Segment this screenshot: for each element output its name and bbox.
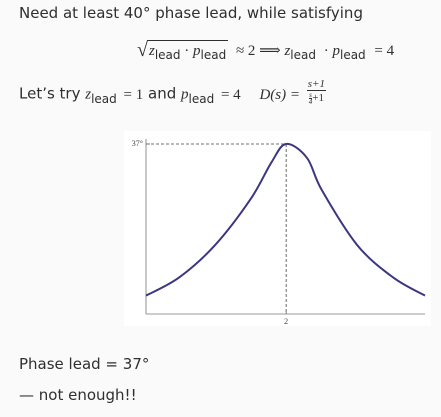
transfer-function-fraction: s+1 s 4 +1 [306,78,326,106]
y-tick-label: 37° [132,139,143,148]
conclusion-text: — not enough!! [19,386,137,404]
intro-text: Need at least 40° phase lead, while sati… [19,4,363,22]
x-tick-label: 2 [284,317,288,326]
phase-chart-svg: 37° 2 [132,139,426,326]
trial-line: Let’s try zlead = 1 and plead = 4 D(s) =… [19,78,326,106]
constraint-equation: √zlead · plead ≈ 2 ⟹ zlead · plead = 4 [137,39,395,62]
sqrt-symbol: √ [137,39,148,61]
phase-curve [145,142,426,297]
phase-lead-result: Phase lead = 37° [19,355,150,373]
phase-lead-plot: 37° 2 [124,131,431,326]
sqrt-body: zlead · plead [146,40,229,62]
